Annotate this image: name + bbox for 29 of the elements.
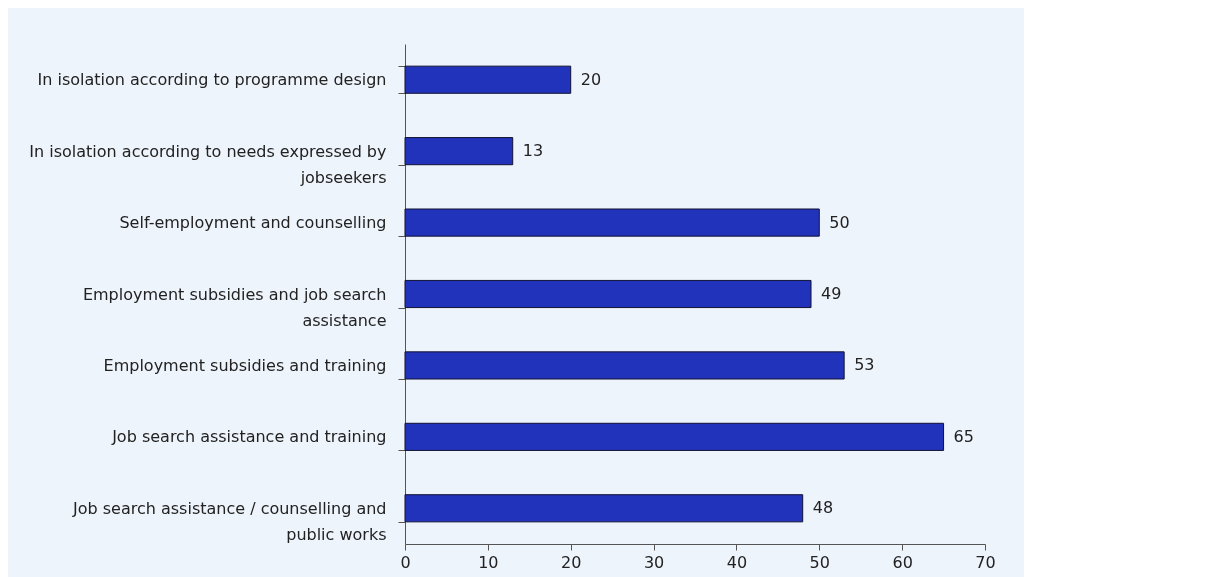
bar (404, 279, 812, 309)
y-tick-label: In isolation according to programme design (37, 70, 387, 90)
data-label: 50 (829, 212, 850, 232)
x-tick-label: 60 (892, 552, 913, 572)
data-label: 20 (580, 69, 602, 89)
y-tick-label: Job search assistance / counselling and public works (71, 498, 387, 544)
data-label: 13 (522, 141, 544, 161)
bar (404, 208, 820, 237)
data-label: 48 (812, 498, 834, 518)
x-tick-label: 10 (478, 552, 499, 572)
x-tick-label: 50 (809, 552, 830, 572)
y-tick-label: Employment subsidies and training (103, 355, 387, 375)
data-label: 65 (953, 426, 974, 446)
bar (404, 494, 804, 523)
bar (404, 351, 845, 380)
x-tick-label: 40 (726, 552, 748, 572)
y-tick-label: In isolation according to needs expressed by jobseekers (29, 141, 387, 187)
bar (404, 422, 945, 451)
y-tick-label: Self-employment and counselling (119, 213, 387, 233)
y-tick-label: Job search assistance and training (111, 427, 387, 447)
x-tick-label: 20 (561, 552, 582, 572)
x-tick-label: 70 (975, 552, 996, 572)
x-tick-label: 0 (400, 552, 411, 572)
x-tick-label: 30 (643, 552, 665, 572)
bar (404, 137, 514, 166)
y-tick-label: Employment subsidies and job search assistance (82, 284, 387, 330)
data-label: 53 (854, 355, 875, 375)
bar (404, 65, 572, 94)
data-label: 49 (821, 284, 842, 303)
